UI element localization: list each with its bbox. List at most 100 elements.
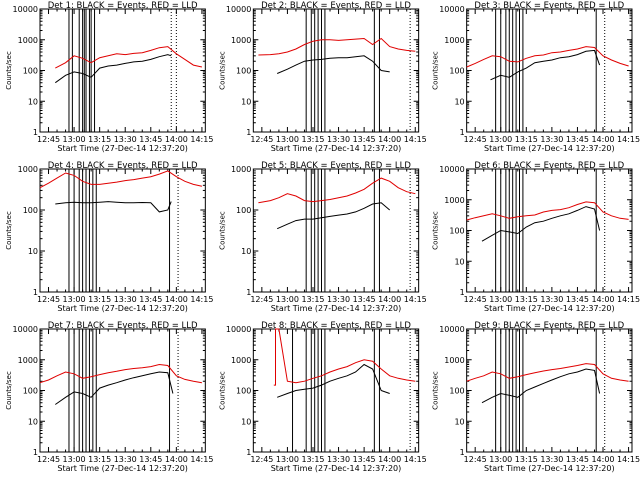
x-tick-label: 13:00 (489, 135, 512, 144)
plot-frame (252, 328, 420, 453)
panel-title: Det 1: BLACK = Events, RED = LLD (48, 1, 198, 11)
series-line-events (481, 206, 601, 242)
x-tick-label: 12:45 (250, 135, 273, 144)
y-tick-label: 10 (28, 247, 38, 256)
x-tick-label: 13:15 (301, 455, 324, 464)
y-tick-label: 1000 (231, 356, 251, 365)
y-tick-label: 10000 (439, 325, 464, 334)
y-tick-label: 1000 (231, 165, 251, 174)
detector-panel-3: 1 10 100 1000 10000 12:45 13:00 13:15 13:30 13:45… (432, 1, 640, 153)
plot-frame (466, 328, 633, 453)
plot-frame (252, 168, 420, 293)
y-tick-label: 10 (454, 417, 464, 426)
y-tick-label: 1 (33, 128, 38, 137)
x-tick-label: 13:00 (63, 295, 86, 304)
y-tick-label: 100 (449, 67, 464, 76)
y-tick-label: 1000 (18, 356, 38, 365)
y-axis-label: Counts/sec (432, 211, 440, 250)
x-tick-label: 12:45 (37, 135, 60, 144)
x-tick-label: 14:00 (378, 135, 401, 144)
y-tick-label: 100 (23, 387, 38, 396)
panel-title: Det 5: BLACK = Events, RED = LLD (261, 161, 411, 171)
y-tick-label: 10 (28, 97, 38, 106)
plot-frame (39, 168, 206, 293)
x-tick-label: 13:45 (566, 295, 589, 304)
x-axis-label: Start Time (27-Dec-14 12:37:20) (271, 144, 402, 153)
x-tick-label: 13:30 (114, 455, 137, 464)
y-axis-label: Counts/sec (5, 211, 13, 250)
x-tick-label: 13:30 (114, 295, 137, 304)
x-tick-label: 13:30 (327, 295, 350, 304)
y-tick-label: 10000 (226, 325, 251, 334)
y-tick-label: 1 (33, 448, 38, 457)
x-axis-label: Start Time (27-Dec-14 12:37:20) (57, 464, 188, 473)
x-tick-label: 13:00 (276, 455, 299, 464)
plot-frame (466, 8, 633, 133)
y-tick-label: 1 (33, 288, 38, 297)
detector-panel-2: 1 10 100 1000 10000 12:45 13:00 13:15 13:30 13:45… (218, 1, 426, 153)
x-tick-label: 13:45 (566, 135, 589, 144)
y-tick-label: 1 (460, 288, 465, 297)
series-line-events (55, 201, 172, 213)
x-tick-label: 14:00 (165, 295, 188, 304)
series-line-lld (466, 201, 629, 221)
y-axis-label: Counts/sec (432, 51, 440, 90)
x-tick-label: 13:00 (63, 455, 86, 464)
series-line-lld (55, 46, 203, 69)
x-tick-label: 13:15 (301, 135, 324, 144)
x-tick-label: 14:00 (165, 135, 188, 144)
y-axis-label: Counts/sec (218, 211, 226, 250)
x-tick-label: 13:45 (139, 295, 162, 304)
y-tick-label: 10 (241, 417, 251, 426)
y-tick-label: 1 (460, 128, 465, 137)
y-axis-label: Counts/sec (218, 371, 226, 410)
detector-panel-8: 1 10 100 1000 10000 12:45 13:00 13:15 13:30 13:45… (218, 321, 426, 473)
series-line-lld (466, 46, 629, 68)
x-tick-label: 12:45 (37, 295, 60, 304)
y-axis-label: Counts/sec (5, 51, 13, 90)
x-tick-label: 12:45 (250, 455, 273, 464)
x-tick-label: 12:45 (250, 295, 273, 304)
series-line-lld (466, 363, 629, 382)
x-axis-label: Start Time (27-Dec-14 12:37:20) (57, 304, 188, 313)
x-axis-label: Start Time (27-Dec-14 12:37:20) (484, 464, 615, 473)
series-line-lld (39, 170, 203, 189)
y-tick-label: 1 (460, 448, 465, 457)
detector-panel-4: 1 10 100 1000 12:45 13:00 13:15 13:30 13:45 14:00… (5, 161, 213, 313)
x-axis-label: Start Time (27-Dec-14 12:37:20) (271, 304, 402, 313)
y-tick-label: 1 (246, 128, 251, 137)
x-tick-label: 13:00 (276, 135, 299, 144)
series-line-lld (258, 177, 416, 204)
x-tick-label: 13:15 (88, 295, 111, 304)
x-tick-label: 13:45 (353, 135, 376, 144)
y-axis-label: Counts/sec (432, 371, 440, 410)
x-tick-label: 14:15 (190, 455, 213, 464)
y-tick-label: 100 (23, 67, 38, 76)
x-tick-label: 13:30 (540, 455, 563, 464)
x-tick-label: 12:45 (464, 455, 487, 464)
y-axis-label: Counts/sec (5, 371, 13, 410)
series-line-events (490, 49, 601, 81)
x-tick-label: 13:00 (63, 135, 86, 144)
y-tick-label: 1 (246, 288, 251, 297)
x-tick-label: 14:15 (617, 455, 640, 464)
x-tick-label: 12:45 (464, 135, 487, 144)
x-tick-label: 13:45 (139, 135, 162, 144)
x-tick-label: 13:15 (88, 455, 111, 464)
x-tick-label: 14:15 (617, 135, 640, 144)
detector-panel-5: 1 10 100 1000 12:45 13:00 13:15 13:30 13:45 14:00… (218, 161, 426, 313)
x-tick-label: 14:00 (591, 295, 614, 304)
x-tick-label: 13:45 (566, 455, 589, 464)
y-tick-label: 10000 (439, 165, 464, 174)
x-axis-label: Start Time (27-Dec-14 12:37:20) (57, 144, 188, 153)
series-line-lld (258, 37, 416, 56)
detector-panel-9: 1 10 100 1000 10000 12:45 13:00 13:15 13:30 13:45… (432, 321, 640, 473)
plot-frame (39, 8, 206, 133)
series-line-lld (39, 363, 202, 384)
x-tick-label: 14:00 (378, 295, 401, 304)
x-tick-label: 14:00 (591, 455, 614, 464)
x-tick-label: 13:15 (301, 295, 324, 304)
y-tick-label: 100 (449, 227, 464, 236)
y-tick-label: 1000 (444, 36, 464, 45)
